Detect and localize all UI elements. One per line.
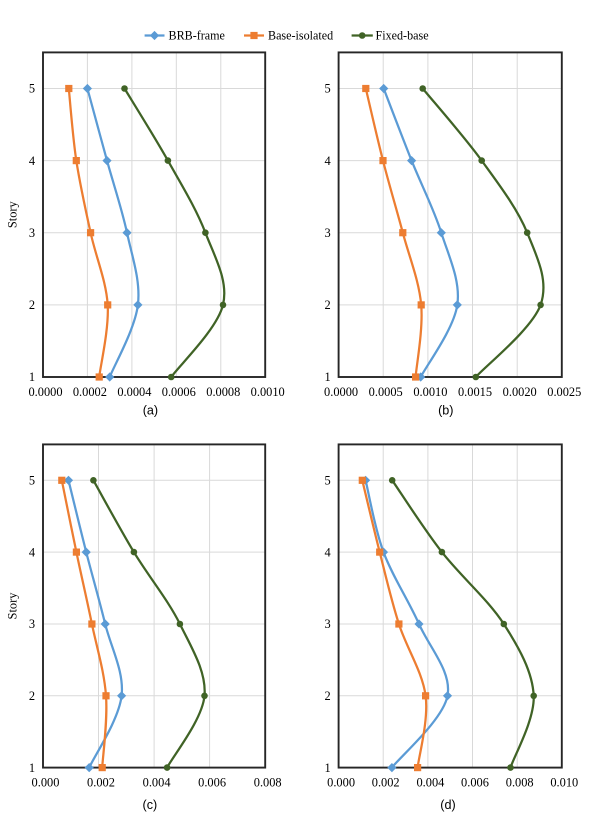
svg-text:0.002: 0.002 [87,775,115,789]
svg-text:4: 4 [29,154,35,168]
svg-text:5: 5 [29,82,35,96]
svg-text:(b): (b) [438,404,453,418]
svg-text:0.000: 0.000 [32,775,60,789]
svg-text:1: 1 [324,370,330,384]
svg-text:0.0015: 0.0015 [458,385,492,399]
svg-text:1: 1 [29,761,35,775]
svg-text:(a): (a) [143,404,158,418]
svg-text:0.004: 0.004 [416,775,444,789]
svg-text:5: 5 [324,474,330,488]
svg-text:4: 4 [324,154,330,168]
svg-text:3: 3 [324,617,330,631]
svg-text:0.0010: 0.0010 [413,385,447,399]
svg-text:0.008: 0.008 [506,775,534,789]
svg-text:(c): (c) [143,798,158,812]
svg-text:0.006: 0.006 [461,775,489,789]
svg-text:0.0005: 0.0005 [369,385,403,399]
svg-text:0.008: 0.008 [254,775,282,789]
svg-text:0.0004: 0.0004 [117,385,151,399]
svg-text:Story: Story [6,200,20,228]
svg-text:4: 4 [29,545,35,559]
svg-text:2: 2 [324,689,330,703]
svg-text:0.0002: 0.0002 [73,385,107,399]
svg-text:0.010: 0.010 [550,775,578,789]
svg-text:0.004: 0.004 [143,775,171,789]
svg-text:3: 3 [324,226,330,240]
svg-text:2: 2 [29,298,35,312]
svg-text:0.0020: 0.0020 [503,385,537,399]
svg-text:0.0000: 0.0000 [324,385,358,399]
svg-text:BRB-frame: BRB-frame [169,29,225,43]
svg-text:Story: Story [6,592,20,620]
svg-text:1: 1 [324,761,330,775]
svg-text:2: 2 [29,689,35,703]
svg-text:0.006: 0.006 [198,775,226,789]
svg-text:0.000: 0.000 [327,775,355,789]
svg-text:0.0000: 0.0000 [28,385,62,399]
svg-text:3: 3 [29,617,35,631]
svg-text:1: 1 [29,370,35,384]
svg-text:0.0025: 0.0025 [547,385,581,399]
svg-text:4: 4 [324,545,330,559]
svg-text:0.0010: 0.0010 [251,385,285,399]
svg-text:(d): (d) [440,798,455,812]
svg-text:0.0006: 0.0006 [162,385,196,399]
svg-text:5: 5 [324,82,330,96]
svg-text:Fixed-base: Fixed-base [376,29,429,43]
svg-text:0.0008: 0.0008 [206,385,240,399]
svg-text:Base-isolated: Base-isolated [268,29,333,43]
svg-text:3: 3 [29,226,35,240]
svg-text:2: 2 [324,298,330,312]
svg-text:5: 5 [29,474,35,488]
svg-text:0.002: 0.002 [372,775,400,789]
